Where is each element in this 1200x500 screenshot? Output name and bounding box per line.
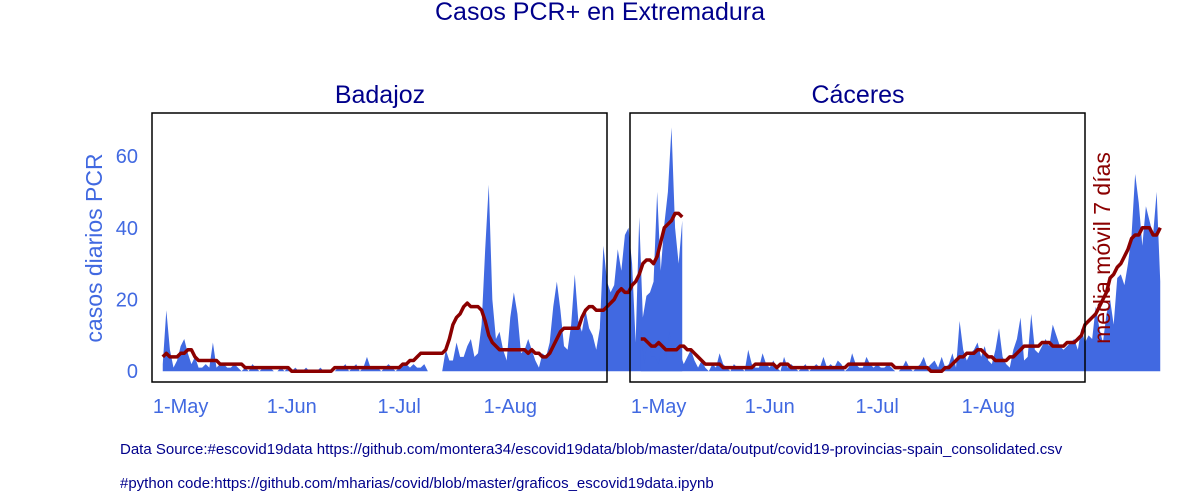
caceres-marks: [640, 173, 1162, 373]
y-axis-label-left: casos diarios PCR: [81, 153, 107, 342]
panel-frame-badajoz: [151, 112, 608, 383]
y-tick-label: 20: [116, 290, 138, 312]
x-tick-label: 1-Jul: [856, 396, 899, 418]
caceres-x-ticks: 1-May 1-Jun 1-Jul 1-Aug: [631, 396, 1015, 418]
footnote-data-source: Data Source:#escovid19data https://githu…: [120, 441, 1063, 458]
x-tick-label: 1-Aug: [484, 396, 537, 418]
y-tick-label: 0: [127, 361, 138, 383]
x-tick-label: 1-May: [153, 396, 209, 418]
y-axis-label-right: media móvil 7 días: [1089, 152, 1115, 344]
x-tick-label: 1-May: [631, 396, 687, 418]
x-tick-label: 1-Aug: [962, 396, 1015, 418]
panel-title-badajoz: Badajoz: [335, 81, 425, 109]
y-tick-label: 40: [116, 218, 138, 240]
badajoz-y-ticks: 0 20 40 60: [116, 146, 138, 383]
figure-title: Casos PCR+ en Extremadura: [435, 0, 765, 26]
x-tick-label: 1-Jun: [745, 396, 795, 418]
badajoz-x-ticks: 1-May 1-Jun 1-Jul 1-Aug: [153, 396, 537, 418]
panel-frame-caceres: [629, 112, 1086, 383]
daily-cases-area: [640, 173, 1161, 372]
panel-caceres: Cáceres 1-May 1-Jun 1-Jul 1-Aug media móvil…: [629, 81, 1162, 418]
panel-title-caceres: Cáceres: [811, 81, 904, 109]
x-tick-label: 1-Jun: [267, 396, 317, 418]
panel-badajoz: Badajoz 0 20 40 60 1-May 1-Jun 1-Jul 1-Aug cas…: [81, 81, 684, 418]
daily-cases-area: [162, 127, 683, 372]
footnote-python-code: #python code:https://github.com/mharias/…: [120, 475, 714, 492]
badajoz-marks: [161, 127, 684, 373]
y-tick-label: 60: [116, 146, 138, 168]
moving-average-line: [161, 211, 684, 373]
moving-average-line: [640, 226, 1162, 373]
x-tick-label: 1-Jul: [378, 396, 421, 418]
